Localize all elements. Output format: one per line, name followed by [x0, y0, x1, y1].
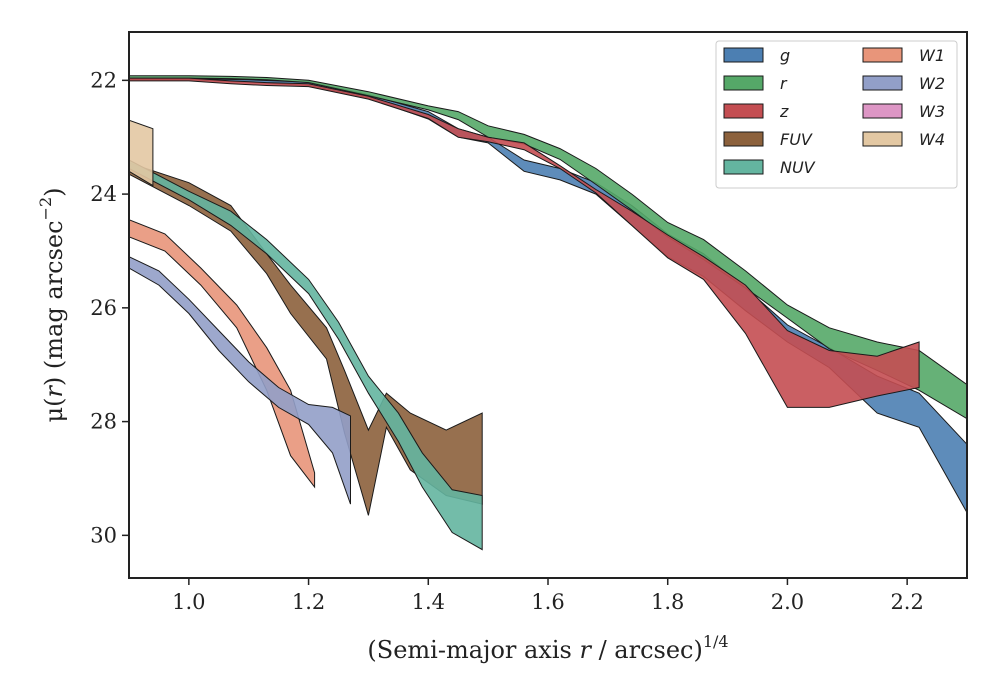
y-axis-ticks: 22 24 26 28 30	[90, 68, 129, 547]
legend-swatch-w4	[862, 131, 903, 147]
x-tick-label: 1.8	[651, 590, 684, 614]
legend-label-w1: W1	[919, 46, 945, 65]
x-tick-label: 1.4	[412, 590, 445, 614]
y-tick-label: 22	[90, 68, 117, 92]
y-tick-label: 28	[90, 410, 117, 434]
x-tick-label: 1.2	[292, 590, 325, 614]
band-w2	[129, 256, 351, 505]
x-tick-label: 2.0	[771, 590, 804, 614]
data-bands	[129, 75, 967, 551]
band-z	[129, 77, 920, 408]
y-tick-label: 30	[90, 523, 117, 547]
x-axis-ticks: 1.0 1.2 1.4 1.6 1.8 2.0 2.2	[172, 578, 924, 614]
legend-label-w3: W3	[919, 102, 945, 121]
band-r	[129, 75, 967, 420]
legend: grz FUV NUV W1 W2 W3 W4	[715, 40, 958, 189]
y-axis-label: μ(r) (mag arcsec−2)	[36, 187, 68, 422]
legend-label-fuv: FUV	[780, 130, 813, 149]
legend-swatch-r	[723, 75, 764, 91]
y-tick-label: 24	[90, 182, 117, 206]
band-nuv	[129, 159, 483, 551]
x-tick-label: 1.0	[172, 590, 205, 614]
y-tick-label: 26	[90, 296, 117, 320]
legend-label-nuv: NUV	[780, 158, 816, 177]
x-tick-label: 2.2	[890, 590, 923, 614]
band-w4	[129, 119, 154, 187]
legend-swatch-w3	[862, 103, 903, 119]
x-tick-label: 1.6	[531, 590, 564, 614]
band-w1	[129, 219, 316, 489]
legend-label-z: z	[779, 102, 789, 121]
legend-swatch-g	[723, 47, 764, 63]
legend-label-w2: W2	[919, 74, 945, 93]
x-axis-label: (Semi-major axis r / arcsec)1/4	[367, 632, 728, 664]
legend-label-g: g	[780, 46, 790, 65]
legend-swatch-w2	[862, 75, 903, 91]
legend-swatch-w1	[862, 47, 903, 63]
legend-label-w4: W4	[919, 130, 945, 149]
legend-swatch-z	[723, 103, 764, 119]
legend-label-r: r	[780, 74, 788, 93]
legend-swatch-fuv	[723, 131, 764, 147]
legend-swatch-nuv	[723, 159, 764, 175]
